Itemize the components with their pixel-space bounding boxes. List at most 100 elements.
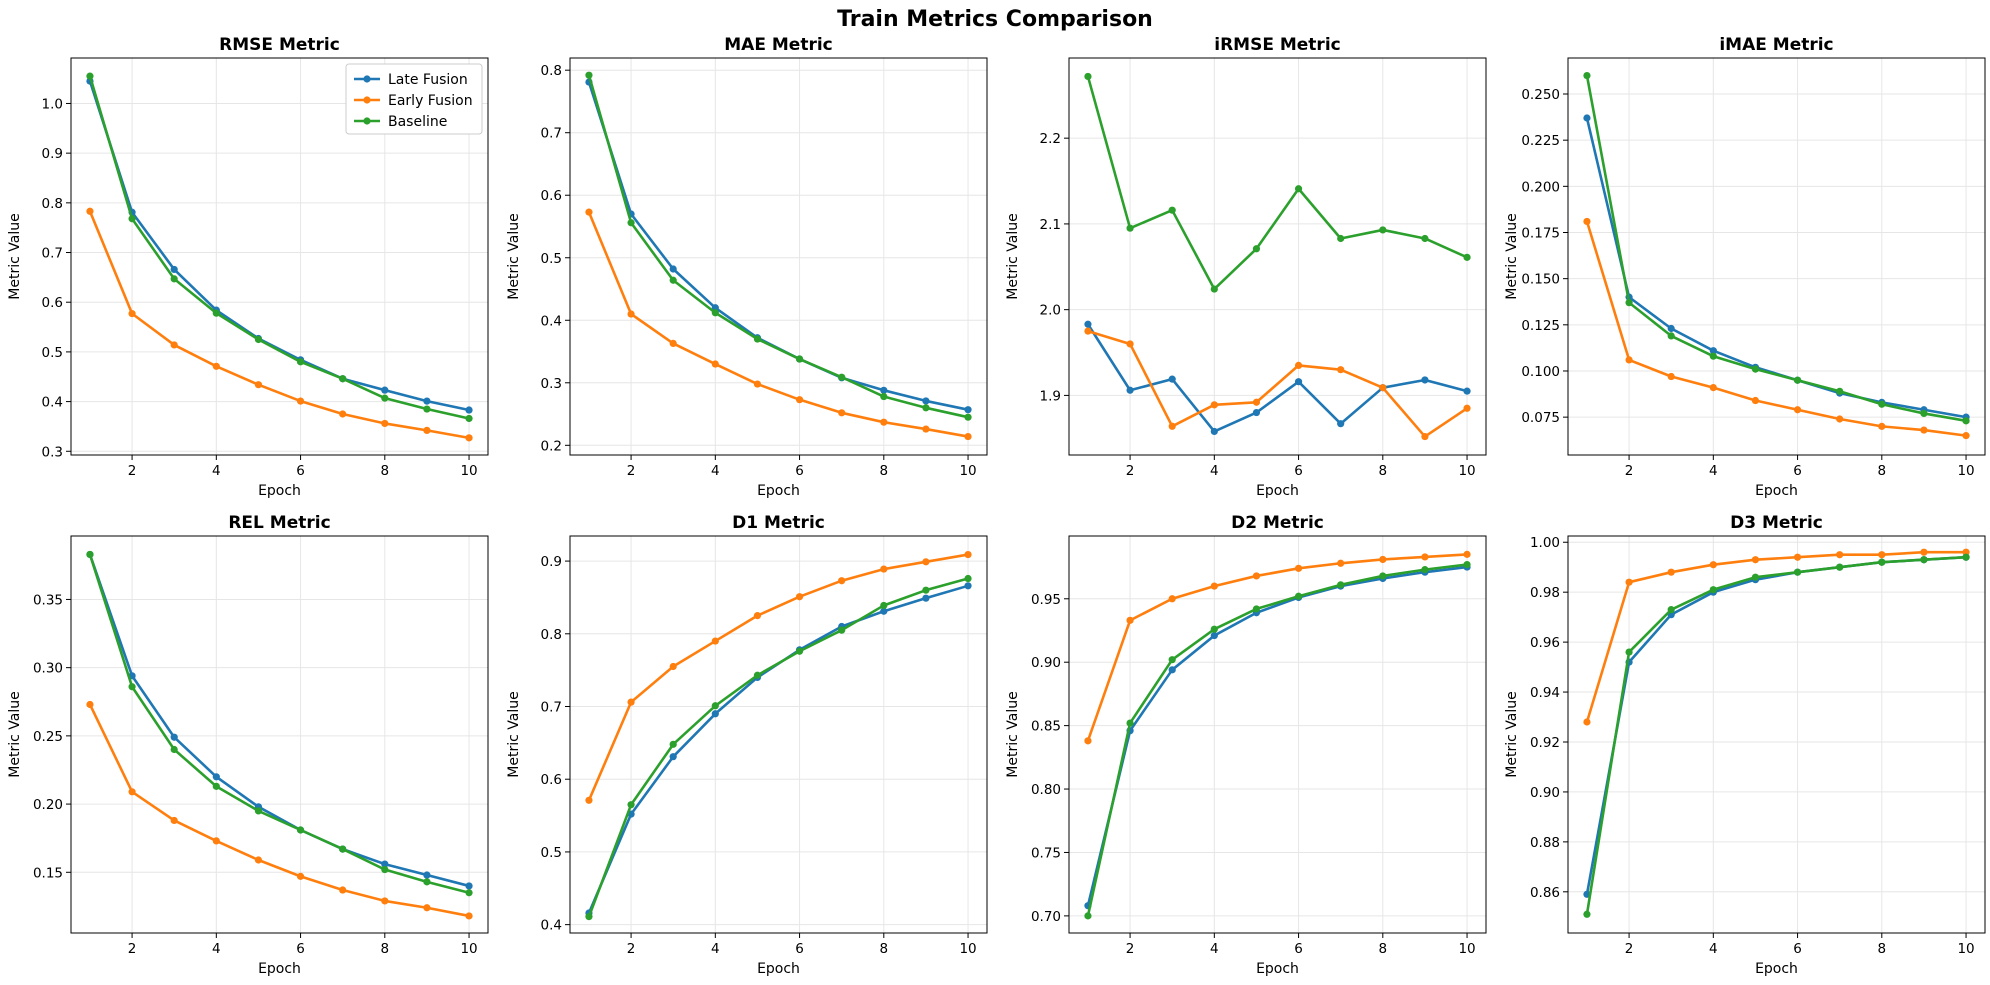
y-axis-label: Metric Value (7, 213, 23, 299)
data-point (627, 310, 635, 318)
x-axis-label: Epoch (1256, 483, 1299, 499)
data-point (86, 700, 94, 709)
data-point (339, 886, 347, 894)
data-point (585, 208, 593, 216)
rmse-metric-title: RMSE Metric (219, 35, 340, 55)
data-point (1463, 560, 1471, 569)
y-tick-label: 0.30 (33, 661, 63, 677)
data-point (1667, 568, 1675, 576)
data-point (1583, 71, 1591, 80)
x-tick-label: 6 (1294, 463, 1303, 479)
data-point (1421, 376, 1429, 384)
x-tick-label: 6 (795, 941, 804, 957)
data-point (1337, 559, 1345, 567)
legend-marker (363, 75, 371, 83)
x-tick-label: 8 (880, 463, 889, 479)
imae-metric-panel: 2 4 6 8 10 0.075 0.100 0.125 0.150 0.175 0.200 0.22… (1504, 35, 1986, 499)
d2-metric-title: D2 Metric (1231, 513, 1324, 533)
data-point (964, 406, 972, 414)
data-point (128, 683, 136, 691)
x-axis-label: Epoch (258, 483, 301, 499)
legend-marker (363, 117, 371, 125)
y-tick-label: 0.175 (1521, 225, 1560, 241)
data-point (1709, 561, 1717, 569)
plot-frame (1567, 535, 1986, 934)
data-point (1421, 553, 1429, 561)
data-point (339, 410, 347, 418)
data-point (1294, 378, 1303, 386)
imae-metric-series-baseline (1583, 71, 1970, 425)
data-point (381, 386, 389, 394)
data-point (1126, 616, 1134, 624)
x-tick-label: 6 (1294, 941, 1303, 957)
data-point (1421, 234, 1429, 243)
x-tick-label: 4 (1709, 941, 1718, 957)
x-tick-label: 8 (880, 941, 889, 957)
d2-metric-series-early-fusion (1084, 550, 1471, 745)
y-tick-label: 1.0 (42, 96, 63, 112)
data-point (964, 432, 972, 441)
data-point (423, 405, 431, 413)
series-line (587, 577, 969, 918)
data-point (212, 773, 220, 781)
data-point (922, 397, 930, 405)
series-line (1585, 75, 1967, 423)
data-point (1667, 606, 1675, 614)
mae-metric-title: MAE Metric (724, 35, 832, 55)
data-point (1583, 910, 1591, 918)
x-tick-label: 8 (381, 941, 390, 957)
y-tick-label: 0.88 (1530, 835, 1560, 851)
y-tick-label: 0.125 (1521, 318, 1560, 334)
y-tick-label: 0.8 (42, 196, 63, 212)
rmse-metric-series-baseline (86, 72, 473, 423)
x-tick-label: 10 (1957, 463, 1974, 479)
rel-metric-title: REL Metric (228, 513, 330, 533)
data-point (1168, 206, 1176, 214)
data-point (170, 733, 178, 741)
imae-metric-series-early-fusion (1583, 217, 1970, 440)
data-point (1463, 404, 1471, 412)
data-point (753, 612, 762, 620)
data-point (1878, 422, 1886, 430)
plot-frame (70, 57, 489, 456)
data-point (795, 396, 804, 404)
data-point (1126, 386, 1134, 394)
irmse-metric-series-baseline (1084, 72, 1471, 293)
data-point (170, 745, 178, 754)
series-line (1086, 563, 1468, 917)
data-point (1294, 592, 1303, 600)
data-point (669, 339, 677, 348)
y-axis-label: Metric Value (1504, 691, 1520, 777)
x-tick-label: 8 (1878, 463, 1887, 479)
x-tick-label: 6 (296, 941, 305, 957)
y-tick-label: 0.96 (1530, 635, 1560, 651)
x-axis-label: Epoch (258, 961, 301, 977)
series-line (1086, 553, 1468, 742)
data-point (1793, 376, 1802, 384)
y-tick-label: 0.94 (1530, 685, 1560, 701)
data-point (212, 309, 220, 317)
data-point (1337, 234, 1345, 243)
data-point (1793, 568, 1802, 576)
series-line (587, 74, 969, 419)
data-point (795, 355, 804, 363)
data-point (1836, 551, 1844, 559)
y-axis-label: Metric Value (1005, 691, 1021, 777)
x-tick-label: 10 (1458, 463, 1475, 479)
y-tick-label: 0.92 (1530, 735, 1560, 751)
x-tick-label: 8 (1379, 941, 1388, 957)
data-point (423, 397, 431, 405)
y-tick-label: 1.00 (1530, 535, 1560, 551)
x-tick-label: 10 (959, 463, 976, 479)
data-point (1962, 548, 1970, 556)
data-point (1751, 573, 1760, 581)
data-point (1463, 387, 1471, 395)
y-tick-label: 0.95 (1031, 592, 1061, 608)
x-axis-label: Epoch (1256, 961, 1299, 977)
y-tick-label: 0.86 (1530, 885, 1560, 901)
x-tick-label: 2 (128, 463, 137, 479)
x-tick-label: 2 (1126, 463, 1135, 479)
data-point (465, 414, 473, 423)
data-point (212, 362, 220, 370)
data-point (423, 871, 431, 879)
